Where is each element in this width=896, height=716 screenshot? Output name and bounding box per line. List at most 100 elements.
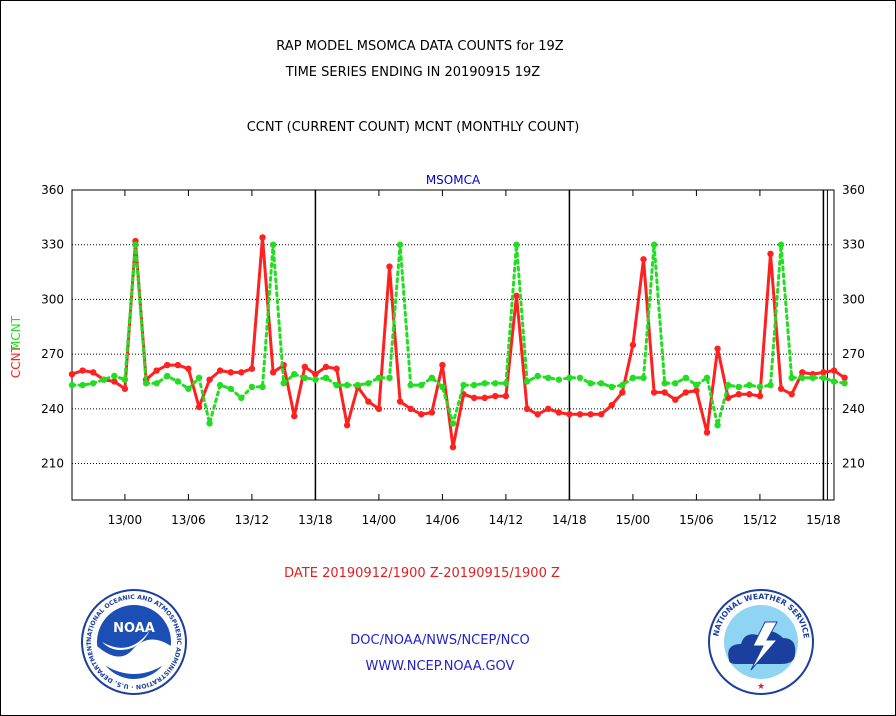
data-point-mcnt (756, 383, 764, 391)
data-point-ccnt (238, 369, 245, 376)
data-point-ccnt (534, 411, 541, 418)
data-point-ccnt (312, 370, 319, 378)
y-axis-label-mcnt: MCNT (9, 315, 23, 351)
data-point-ccnt (661, 389, 668, 396)
data-point-ccnt (777, 385, 785, 392)
data-point-ccnt (195, 403, 203, 411)
data-point-ccnt (174, 361, 182, 369)
data-point-mcnt (195, 374, 203, 382)
data-point-ccnt (111, 378, 118, 385)
data-point-mcnt (555, 376, 563, 383)
header-line-2: TIME SERIES ENDING IN 20190915 19Z (285, 65, 541, 80)
data-point-ccnt (322, 363, 330, 371)
y-tick-label-right: 300 (842, 292, 865, 306)
date-range-label: DATE 20190912/1900 Z-20190915/1900 Z (284, 566, 560, 581)
data-point-ccnt (439, 361, 446, 369)
data-point-mcnt (523, 378, 531, 385)
data-point-mcnt (841, 380, 848, 387)
data-point-ccnt (449, 443, 457, 451)
data-point-ccnt (841, 374, 848, 382)
data-point-mcnt (291, 370, 298, 378)
x-tick-label: 14/12 (489, 513, 524, 527)
data-point-mcnt (619, 381, 626, 389)
data-point-ccnt (89, 369, 97, 376)
y-tick-label-right: 330 (842, 238, 865, 252)
data-point-mcnt (153, 380, 160, 387)
data-point-mcnt (449, 420, 457, 427)
data-point-mcnt (142, 380, 150, 387)
data-point-mcnt (703, 374, 711, 382)
series-line-ccnt (71, 235, 846, 449)
x-tick-label: 13/18 (298, 513, 333, 527)
day-boundary-lines (314, 190, 828, 500)
data-point-mcnt (100, 376, 107, 383)
data-point-ccnt (629, 341, 637, 349)
data-point-ccnt (407, 405, 414, 413)
data-point-ccnt (608, 401, 615, 409)
data-point-mcnt (608, 383, 615, 391)
data-point-mcnt (89, 380, 97, 387)
noaa-logo: NOAA NATIONAL OCEANIC AND ATMOSPHERIC AD… (80, 588, 187, 695)
data-point-mcnt (312, 376, 319, 383)
data-point-mcnt (185, 385, 192, 392)
y-tick-label-right: 240 (842, 402, 865, 416)
y-tick-label-left: 270 (41, 347, 64, 361)
data-point-mcnt (375, 374, 383, 382)
data-point-ccnt (555, 409, 563, 416)
data-point-mcnt (301, 374, 309, 382)
data-point-mcnt (248, 383, 256, 391)
data-point-ccnt (333, 365, 340, 372)
data-point-mcnt (724, 381, 732, 389)
data-point-mcnt (439, 383, 446, 391)
data-point-mcnt (280, 380, 287, 387)
data-point-mcnt (799, 374, 806, 382)
data-point-ccnt (566, 411, 573, 418)
data-point-mcnt (164, 372, 171, 380)
nws-star-icon: ★ (757, 682, 765, 692)
data-point-mcnt (216, 381, 224, 389)
data-point-ccnt (185, 365, 192, 372)
data-point-ccnt (576, 411, 584, 418)
data-point-ccnt (799, 369, 806, 376)
data-point-ccnt (153, 367, 160, 374)
footer-website-link[interactable]: WWW.NCEP.NOAA.GOV (365, 659, 515, 674)
data-point-mcnt (746, 381, 753, 389)
data-point-ccnt (227, 369, 234, 376)
data-point-mcnt (386, 374, 393, 382)
data-point-mcnt (481, 380, 488, 387)
series-line-mcnt (70, 243, 847, 427)
data-point-mcnt (121, 376, 129, 383)
data-point-ccnt (121, 385, 129, 392)
data-point-mcnt (640, 374, 647, 382)
data-point-mcnt (502, 380, 510, 387)
x-tick-label: 13/06 (171, 513, 206, 527)
data-point-ccnt (206, 376, 213, 383)
y-tick-label-left: 240 (41, 402, 64, 416)
y-tick-label-left: 330 (41, 238, 64, 252)
data-point-ccnt (164, 361, 171, 369)
data-point-mcnt (343, 381, 351, 389)
data-point-mcnt (661, 380, 668, 387)
data-point-ccnt (682, 389, 690, 396)
data-point-mcnt (597, 380, 605, 387)
data-point-ccnt (735, 391, 742, 398)
x-tick-label: 15/00 (616, 513, 651, 527)
data-point-mcnt (460, 381, 467, 389)
data-point-mcnt (111, 372, 118, 380)
y-tick-label-left: 210 (41, 457, 64, 471)
data-point-mcnt (354, 381, 361, 389)
x-tick-label: 14/00 (362, 513, 397, 527)
data-point-mcnt (238, 394, 245, 402)
data-point-ccnt (418, 411, 425, 418)
data-point-mcnt (333, 381, 340, 389)
data-point-mcnt (534, 372, 541, 380)
y-tick-label-left: 300 (41, 292, 64, 306)
data-point-mcnt (693, 381, 700, 389)
data-point-mcnt (587, 380, 594, 387)
data-point-ccnt (545, 405, 552, 413)
data-point-mcnt (206, 420, 213, 427)
data-point-mcnt (629, 374, 637, 382)
data-point-ccnt (269, 369, 277, 376)
x-tick-label: 14/18 (552, 513, 587, 527)
data-point-mcnt (682, 374, 690, 382)
